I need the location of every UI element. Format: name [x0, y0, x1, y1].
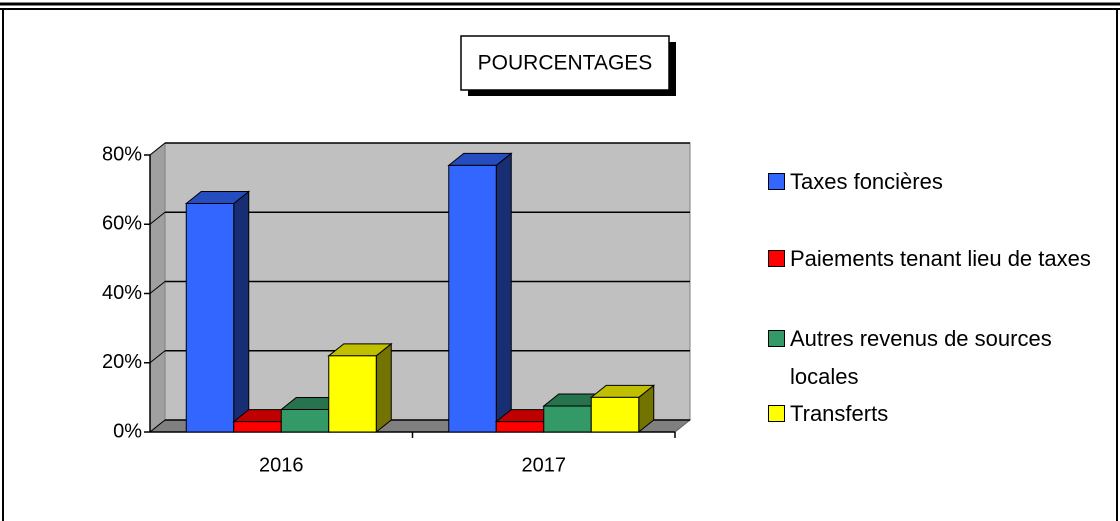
legend-swatch: [768, 250, 785, 267]
legend-swatch: [768, 405, 785, 422]
y-tick-label: 40%: [102, 282, 142, 304]
grid-line: [149, 281, 166, 294]
bar-side: [233, 190, 250, 434]
legend-label: Taxes foncières: [790, 169, 943, 194]
bar: [590, 396, 640, 433]
grid-line: [149, 350, 166, 364]
bar: [448, 164, 497, 433]
bar-side: [495, 152, 512, 434]
bar: [543, 405, 592, 433]
legend-item: Autres revenus de sources locales: [768, 320, 1108, 396]
legend-item: Taxes foncières: [768, 163, 1108, 201]
legend-swatch: [768, 173, 785, 190]
bar: [185, 202, 235, 433]
y-tick-label: 0%: [113, 420, 142, 442]
chart-title: POURCENTAGES: [478, 52, 653, 75]
legend-label: Paiements tenant lieu de taxes: [790, 246, 1091, 271]
title-box: [460, 35, 670, 91]
bar: [233, 421, 282, 433]
legend-item: Paiements tenant lieu de taxes: [768, 240, 1108, 278]
x-tick-label: 2017: [522, 454, 567, 476]
bar: [328, 355, 377, 433]
bar: [280, 408, 330, 433]
bar: [495, 421, 545, 433]
x-tick-label: 2016: [259, 454, 304, 476]
legend-label: Autres revenus de sources locales: [790, 326, 1052, 389]
grid-line: [149, 419, 166, 433]
bar-side: [375, 342, 392, 434]
grid-line: [149, 211, 166, 225]
legend-swatch: [768, 330, 785, 347]
y-tick-label: 60%: [102, 213, 142, 235]
y-tick-label: 20%: [102, 351, 142, 373]
legend-item: Transferts: [768, 395, 1108, 433]
legend-label: Transferts: [790, 401, 889, 426]
y-tick-label: 80%: [102, 143, 142, 165]
grid-line: [149, 142, 166, 156]
